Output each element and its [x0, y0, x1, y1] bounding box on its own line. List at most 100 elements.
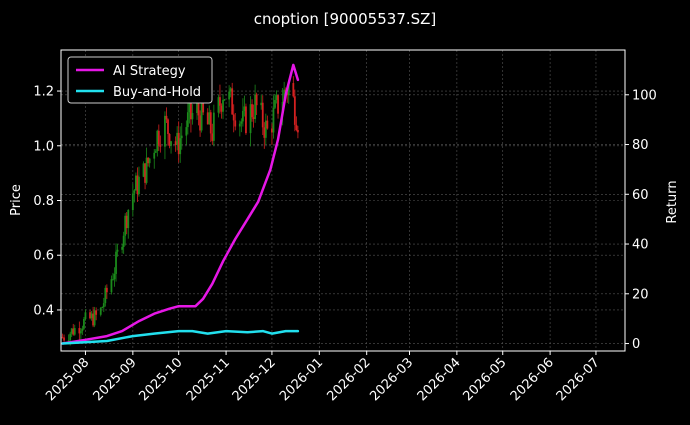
candle-body — [209, 112, 212, 134]
candle-body — [83, 319, 85, 329]
candle-body — [185, 127, 188, 136]
candle-body — [174, 141, 177, 145]
candle-body — [179, 138, 182, 155]
candle-body — [261, 102, 264, 128]
candle-body — [271, 128, 273, 133]
candle-body — [61, 337, 64, 339]
candle-body — [69, 333, 72, 341]
candle-body — [229, 88, 232, 92]
candle-body — [101, 307, 104, 309]
candle-body — [274, 100, 276, 108]
candle-body — [217, 97, 220, 113]
candle-body — [222, 100, 224, 112]
candle-body — [124, 215, 127, 236]
candle-body — [238, 123, 241, 127]
candle-body — [245, 106, 247, 134]
candle-body — [293, 96, 296, 125]
candle-body — [251, 104, 253, 118]
candle-body — [263, 127, 266, 138]
legend: AI Strategy Buy-and-Hold — [67, 56, 213, 104]
candle-body — [131, 193, 134, 211]
candle-body — [138, 176, 140, 194]
candle-body — [241, 110, 244, 122]
candle-body — [283, 89, 286, 102]
legend-label-ai-strategy: AI Strategy — [113, 64, 186, 79]
candle-body — [125, 215, 128, 229]
candle-body — [115, 251, 117, 274]
candle-body — [264, 120, 267, 138]
candle-body — [122, 235, 125, 248]
candle-body — [176, 132, 179, 145]
candle-body — [134, 175, 137, 191]
candle-body — [200, 100, 203, 131]
candle-body — [223, 99, 226, 101]
candle-body — [243, 106, 246, 111]
right-tick-label: 100 — [632, 88, 657, 103]
right-tick-label: 40 — [632, 238, 649, 253]
left-tick-label: 0.8 — [33, 194, 54, 209]
right-tick-label: 20 — [632, 287, 649, 302]
candle-layer — [61, 76, 299, 346]
left-axis-label: Price — [9, 184, 24, 216]
candle-body — [165, 115, 168, 120]
candle-body — [260, 102, 263, 106]
left-tick-label: 0.4 — [33, 303, 54, 318]
candle-body — [234, 120, 237, 127]
chart-title: cnoption [90005537.SZ] — [254, 10, 437, 28]
candle-body — [92, 313, 94, 326]
candle-body — [84, 312, 87, 320]
candle-body — [180, 135, 183, 139]
candle-body — [110, 279, 113, 293]
left-axis: 0.4 0.6 0.8 1.0 1.2 — [33, 85, 61, 318]
candle-body — [105, 287, 108, 293]
candle-body — [240, 121, 243, 124]
candle-body — [156, 130, 159, 152]
candle-body — [73, 328, 76, 335]
candle-body — [142, 163, 145, 177]
candle-body — [70, 328, 73, 334]
candle-body — [231, 88, 234, 115]
candle-body — [206, 112, 209, 125]
candle-body — [228, 91, 231, 100]
candle-body — [186, 112, 189, 128]
candle-body — [168, 134, 171, 146]
candle-body — [266, 120, 269, 129]
right-axis-label: Return — [665, 180, 680, 223]
candle-body — [154, 151, 157, 153]
candle-body — [72, 328, 75, 335]
candle-body — [272, 107, 275, 133]
candle-body — [252, 117, 255, 119]
legend-label-buy-and-hold: Buy-and-Hold — [113, 85, 201, 100]
candle-body — [295, 124, 298, 130]
candle-body — [159, 145, 162, 147]
candle-body — [202, 100, 205, 113]
candle-body — [148, 158, 151, 164]
candle-body — [153, 152, 156, 159]
candle-body — [297, 129, 299, 133]
candle-body — [191, 113, 194, 120]
right-tick-label: 60 — [632, 188, 649, 203]
left-tick-label: 1.2 — [33, 85, 54, 100]
right-axis: 0 20 40 60 80 100 — [625, 88, 657, 352]
candle-body — [78, 328, 81, 334]
candle-body — [254, 94, 257, 119]
candle-body — [255, 94, 258, 106]
candle-body — [287, 83, 290, 96]
candle-body — [90, 313, 93, 319]
candle-body — [277, 95, 279, 114]
candle-body — [190, 103, 192, 120]
candle-body — [147, 157, 150, 164]
candle-body — [81, 328, 84, 332]
candle-body — [232, 114, 235, 121]
candle-body — [275, 95, 278, 101]
candle-body — [144, 163, 146, 183]
candle-body — [170, 141, 172, 146]
candle-body — [113, 273, 116, 280]
candle-body — [67, 340, 70, 342]
candle-body — [136, 175, 139, 194]
right-tick-label: 0 — [632, 337, 640, 352]
candle-body — [177, 132, 180, 155]
candle-body — [219, 97, 221, 106]
